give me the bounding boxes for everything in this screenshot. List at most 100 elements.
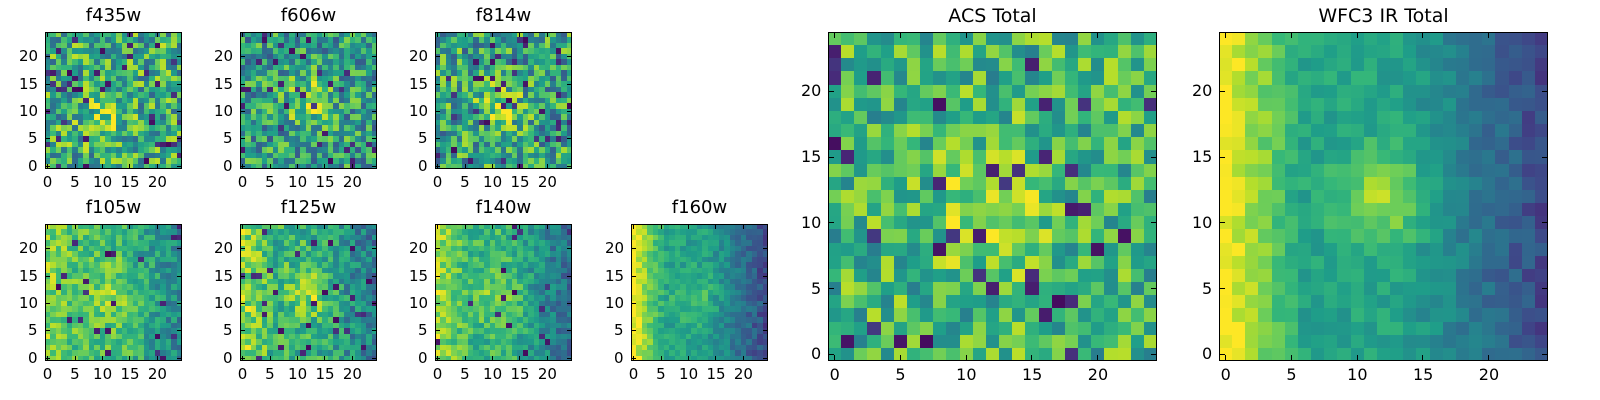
heatmap-cell <box>724 311 730 318</box>
heatmap-cell <box>154 262 161 268</box>
y-tick-mark <box>240 83 245 85</box>
heatmap-cell <box>61 240 67 246</box>
heatmap-cell <box>250 300 257 307</box>
heatmap-cell <box>278 234 284 241</box>
heatmap-cell <box>360 267 367 274</box>
heatmap-cell <box>316 245 323 252</box>
heatmap-cell <box>691 251 697 257</box>
heatmap-cell <box>278 284 284 290</box>
heatmap-cell <box>445 81 452 87</box>
heatmap-cell <box>500 141 507 148</box>
heatmap-cell <box>261 64 268 71</box>
heatmap-cell <box>316 229 323 235</box>
heatmap-cell <box>696 234 703 241</box>
heatmap-cell <box>451 328 457 334</box>
heatmap-cell <box>517 256 523 263</box>
heatmap-cell <box>116 355 122 361</box>
heatmap-cell <box>478 97 485 104</box>
heatmap-cell <box>462 273 468 279</box>
heatmap-cell <box>327 251 334 257</box>
heatmap-cell <box>511 256 518 263</box>
heatmap-cell <box>561 229 567 235</box>
heatmap-cell <box>66 81 73 87</box>
heatmap-cell <box>550 53 556 60</box>
y-tick-mark <box>240 138 245 140</box>
heatmap-cell <box>105 114 111 120</box>
heatmap-cell <box>920 203 934 217</box>
heatmap-cell <box>99 262 106 268</box>
heatmap-cell <box>663 245 670 252</box>
heatmap-cell <box>946 58 960 72</box>
heatmap-cell <box>105 322 111 329</box>
heatmap-cell <box>724 328 730 334</box>
heatmap-cell <box>371 86 377 93</box>
heatmap-cell <box>550 130 556 137</box>
heatmap-cell <box>489 59 496 65</box>
heatmap-cell <box>631 322 637 329</box>
heatmap-cell <box>685 339 692 345</box>
heatmap-cell <box>528 289 534 296</box>
heatmap-cell <box>959 150 973 164</box>
heatmap-cell <box>478 328 485 334</box>
heatmap-cell <box>511 70 518 76</box>
heatmap-cell <box>489 229 496 235</box>
heatmap-cell <box>360 273 367 279</box>
heatmap-cell <box>110 306 117 312</box>
heatmap-cell <box>680 245 686 252</box>
heatmap-cell <box>366 136 372 142</box>
heatmap-cell <box>272 86 279 93</box>
heatmap-cell <box>149 224 155 230</box>
heatmap-cell <box>245 339 251 345</box>
heatmap-cell <box>300 339 306 345</box>
heatmap-cell <box>149 97 155 104</box>
heatmap-cell <box>344 262 350 268</box>
heatmap-cell <box>105 92 111 98</box>
heatmap-cell <box>713 256 719 263</box>
heatmap-cell <box>544 251 551 257</box>
heatmap-cell <box>349 75 356 82</box>
heatmap-cell <box>528 75 534 82</box>
heatmap-cell <box>316 251 323 257</box>
heatmap-cell <box>77 70 84 76</box>
heatmap-cell <box>250 234 257 241</box>
heatmap-cell <box>294 289 301 296</box>
heatmap-cell <box>511 152 518 159</box>
heatmap-cell <box>88 141 95 148</box>
heatmap-cell <box>338 339 345 345</box>
heatmap-cell <box>1078 45 1092 59</box>
heatmap-cell <box>473 119 479 126</box>
y-tick-label: 20 <box>214 47 234 66</box>
heatmap-cell <box>511 328 518 334</box>
heatmap-cell <box>349 125 356 131</box>
heatmap-cell <box>355 289 361 296</box>
heatmap-cell <box>828 45 842 59</box>
heatmap-cell <box>674 317 681 323</box>
heatmap-cell <box>522 267 529 274</box>
heatmap-cell <box>83 108 89 115</box>
heatmap-cell <box>729 240 736 246</box>
heatmap-cell <box>143 306 150 312</box>
heatmap-cell <box>143 350 150 356</box>
heatmap-cell <box>360 81 367 87</box>
heatmap-cell <box>138 48 144 54</box>
heatmap-cell <box>61 317 67 323</box>
heatmap-cell <box>88 125 95 131</box>
heatmap-cell <box>440 317 446 323</box>
heatmap-cell <box>300 240 306 246</box>
heatmap-cell <box>116 59 122 65</box>
heatmap-cell <box>1038 150 1052 164</box>
heatmap-cell <box>762 224 768 230</box>
heatmap-cell <box>647 262 653 268</box>
heatmap-cell <box>440 119 446 126</box>
heatmap-cell <box>305 322 312 329</box>
heatmap-cell <box>66 328 73 334</box>
heatmap-cell <box>735 300 741 307</box>
heatmap-cell <box>294 333 301 340</box>
heatmap-cell <box>506 224 512 230</box>
heatmap-cell <box>522 48 529 54</box>
heatmap-cell <box>544 59 551 65</box>
heatmap-cell <box>116 311 122 318</box>
heatmap-cell <box>663 284 670 290</box>
heatmap-cell <box>138 300 144 307</box>
heatmap-cell <box>680 234 686 241</box>
